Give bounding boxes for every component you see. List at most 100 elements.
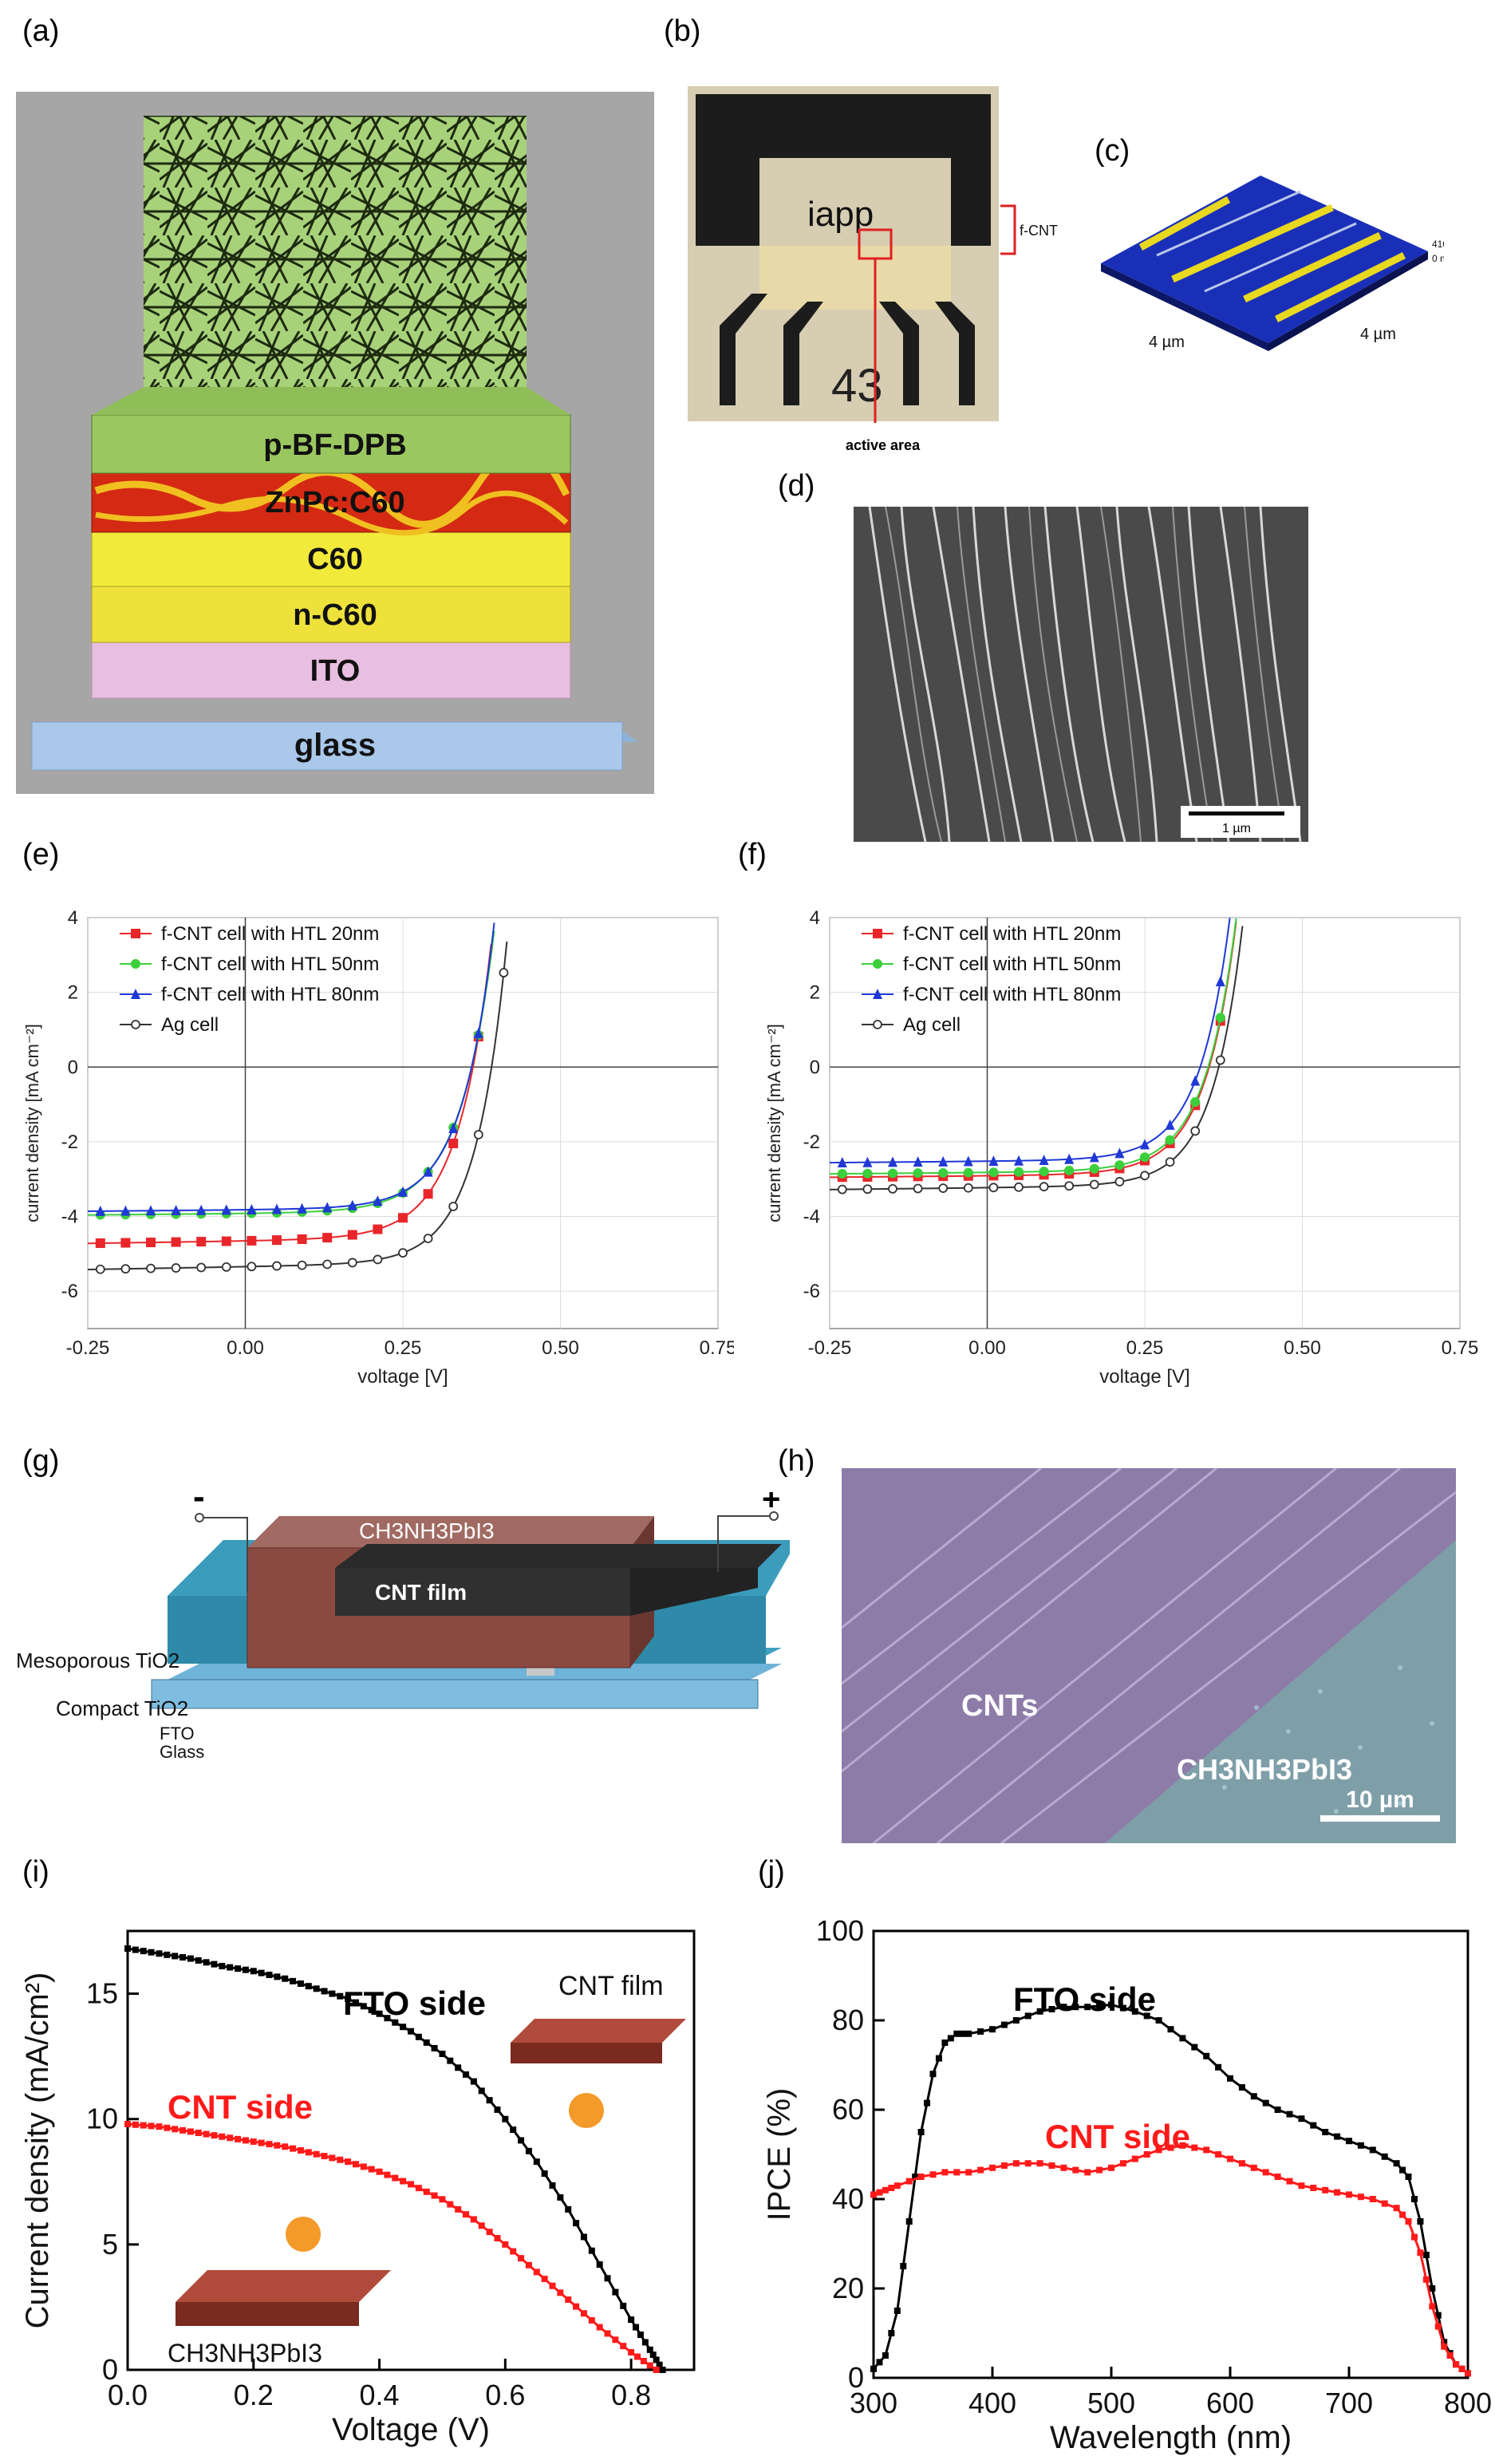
data-point (900, 2263, 907, 2269)
sem-scalebar-box (1181, 806, 1300, 838)
data-point (219, 1963, 226, 1969)
plot-frame (872, 1929, 1469, 2379)
data-point (211, 1961, 218, 1968)
data-point (1227, 2075, 1233, 2082)
data-point (913, 1156, 923, 1167)
data-point (1381, 2200, 1388, 2207)
data-point (862, 1168, 873, 1179)
data-point (360, 2163, 367, 2170)
data-point (1429, 2285, 1436, 2292)
data-point (95, 1264, 105, 1274)
data-point (1453, 2361, 1460, 2368)
data-point (398, 1213, 408, 1223)
data-point (408, 2181, 414, 2188)
data-point (132, 1946, 139, 1953)
data-point (1250, 2164, 1257, 2171)
data-point (525, 2147, 532, 2154)
data-point (929, 2171, 937, 2178)
data-point (596, 2261, 603, 2268)
afm-fibers (1156, 190, 1357, 293)
data-point (439, 2051, 446, 2057)
f-cnt-electrode (696, 94, 991, 246)
panel-label-f: (f) (738, 838, 767, 871)
data-point (1203, 2052, 1210, 2059)
data-point (203, 2130, 210, 2138)
afm-scale-y: 4 µm (1360, 326, 1396, 343)
data-point (888, 1156, 897, 1167)
data-point (549, 2282, 556, 2289)
y-tick-label: -2 (61, 1131, 78, 1153)
data-point (227, 2134, 234, 2142)
active-region (759, 246, 951, 310)
data-point (1096, 2166, 1103, 2174)
data-point (518, 2137, 525, 2144)
cnt-region (842, 1468, 1456, 1843)
data-point (1227, 2155, 1233, 2162)
data-point (1441, 2343, 1448, 2350)
data-point (1215, 1055, 1225, 1065)
data-point (1334, 2133, 1341, 2140)
data-point (876, 2359, 883, 2366)
legend-label: f-CNT cell with HTL 20nm (161, 923, 379, 945)
data-point (1039, 1167, 1049, 1177)
layer-label-c60: C60 (307, 543, 363, 576)
y-axis-label: IPCE (%) (762, 2088, 797, 2221)
data-point (612, 2288, 619, 2296)
data-point (221, 1236, 231, 1246)
data-point (290, 2145, 297, 2152)
x-tick-label: 0.75 (1442, 1337, 1479, 1359)
data-point (1262, 2099, 1269, 2107)
data-point (297, 1980, 304, 1987)
data-point (124, 1945, 131, 1952)
data-point (195, 2130, 202, 2136)
x-tick-label: 0.4 (360, 2379, 400, 2411)
data-point (95, 1205, 105, 1216)
data-point (988, 1167, 999, 1178)
data-point (1024, 2160, 1032, 2167)
data-point (1238, 2160, 1245, 2167)
afm-scale-x: 4 µm (1149, 334, 1185, 351)
y-tick-label: -2 (803, 1131, 820, 1153)
data-point (247, 1262, 257, 1272)
contact-pads (720, 294, 975, 405)
data-point (171, 1237, 181, 1247)
data-point (573, 2303, 580, 2310)
y-tick-label: 4 (68, 907, 78, 929)
panel-b-device-photo: iapp 43 f-CNT (688, 86, 1058, 423)
data-point (297, 1260, 307, 1270)
data-point (140, 2122, 147, 2129)
data-point (486, 2097, 493, 2104)
data-point (297, 1234, 307, 1244)
data-point (1357, 2142, 1364, 2149)
data-point (187, 1955, 194, 1962)
data-point (837, 1169, 847, 1179)
data-point (565, 2296, 572, 2303)
data-point (862, 1184, 873, 1194)
data-point (120, 1238, 131, 1248)
x-tick-label: 0.50 (542, 1337, 579, 1359)
data-point (373, 1195, 383, 1206)
data-point (1084, 2004, 1091, 2011)
x-tick-label: 0.2 (234, 2379, 274, 2411)
x-tick-label: 600 (1206, 2387, 1254, 2419)
data-point (164, 1951, 171, 1958)
data-point (1084, 2169, 1091, 2176)
y-tick-label: 2 (810, 982, 820, 1004)
data-point (541, 2170, 548, 2178)
x-tick-label: 0.25 (385, 1337, 422, 1359)
data-point (1399, 2166, 1406, 2174)
data-point (628, 2316, 635, 2324)
data-point (1446, 2352, 1454, 2359)
data-point (352, 1999, 359, 2006)
data-point (196, 1237, 207, 1247)
data-point (322, 1259, 333, 1270)
x-tick-label: 500 (1087, 2387, 1135, 2419)
data-point (620, 2302, 627, 2309)
afm-bundles (1138, 196, 1406, 323)
data-point (1286, 2111, 1293, 2118)
data-point (290, 1977, 297, 1984)
sem-scalebar (1189, 811, 1284, 815)
data-point (1262, 2169, 1269, 2176)
x-tick-label: 0.0 (108, 2379, 148, 2411)
data-point (533, 2269, 540, 2276)
